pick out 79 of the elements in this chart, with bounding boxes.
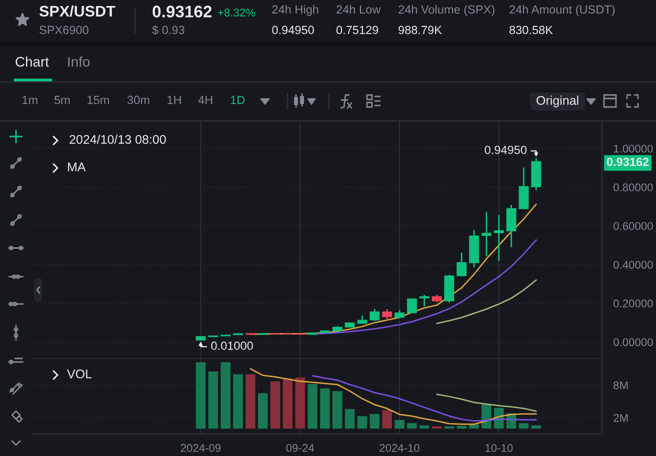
bar	[444, 426, 454, 429]
x-tick-label: 09-24	[286, 444, 314, 452]
line-series	[436, 279, 537, 324]
y-tick-label: 8M	[614, 381, 628, 390]
bar	[382, 410, 392, 429]
bar	[320, 388, 330, 429]
y-tick-label: 1.00000	[614, 144, 653, 153]
annotation: 0.94950	[484, 146, 527, 154]
text: Chart	[16, 56, 49, 67]
y-tick-label: 0.00000	[614, 338, 653, 346]
candlestick	[419, 294, 430, 308]
text: +8.32%	[218, 8, 256, 16]
text: 4H	[198, 96, 212, 104]
text: 830.58K	[510, 26, 553, 34]
bar	[370, 414, 380, 429]
candlestick	[518, 166, 529, 210]
text: Original	[536, 96, 578, 108]
candlestick	[370, 308, 380, 322]
x-tick-label: 2024-10	[380, 444, 420, 452]
text: 2024/10/13 08:00	[70, 134, 166, 144]
bar	[420, 425, 430, 429]
annotation: 0.01000	[211, 342, 253, 350]
candlestick	[382, 308, 392, 322]
candlestick	[494, 214, 504, 262]
bar	[518, 423, 529, 429]
y-tick-label: 0.60000	[614, 222, 653, 230]
y-tick-label: 0.80000	[614, 183, 653, 192]
x-tick-label: 2024-09	[180, 444, 221, 452]
text: Info	[68, 56, 90, 67]
line-series	[436, 394, 537, 412]
text: 1m	[22, 96, 38, 104]
candlestick	[506, 204, 516, 248]
bar	[308, 384, 318, 429]
bar	[246, 374, 256, 429]
candlestick	[456, 252, 467, 278]
text: 24h High	[272, 5, 318, 16]
bar	[407, 423, 417, 429]
text: $ 0.93	[152, 25, 184, 35]
line-series	[250, 204, 537, 335]
chart-title: SPX/USDT	[39, 5, 116, 17]
text: 0.94950	[272, 26, 314, 34]
bar	[208, 372, 218, 429]
text: 5m	[54, 96, 70, 104]
y-tick-label: 0.40000	[614, 260, 653, 269]
bar	[332, 391, 342, 429]
bar	[270, 381, 280, 429]
y-tick-label: 2M	[614, 414, 628, 422]
bar	[344, 409, 355, 429]
text: 24h Low	[336, 5, 381, 14]
text: 0.93162	[152, 6, 212, 18]
bar	[233, 374, 243, 429]
y-tick-label: 0.20000	[614, 300, 653, 308]
line-series	[250, 368, 537, 425]
text: SPX6900	[40, 26, 88, 34]
text: 0.93162	[606, 158, 649, 166]
text: 1H	[168, 96, 181, 104]
text: MA	[68, 162, 86, 172]
bar	[196, 362, 206, 429]
bar	[258, 393, 268, 429]
text: 30m	[127, 96, 150, 104]
text: 15m	[88, 96, 109, 104]
bar	[432, 426, 442, 429]
text: 24h Amount (USDT)	[510, 5, 615, 16]
bar	[394, 420, 404, 429]
candlestick	[406, 298, 417, 314]
candlestick	[482, 211, 492, 257]
bar	[282, 378, 293, 429]
text: 24h Volume (SPX)	[398, 5, 494, 16]
text: VOL	[67, 370, 92, 378]
text: 988.79K	[398, 26, 442, 34]
bar	[220, 362, 230, 429]
text: 1D	[230, 96, 245, 104]
line-series	[312, 375, 537, 422]
bar	[531, 425, 541, 429]
bar	[456, 426, 466, 429]
bar	[357, 416, 368, 429]
text: 0.75129	[336, 26, 378, 34]
bar	[295, 377, 305, 429]
x-tick-label: 10-10	[486, 444, 513, 452]
